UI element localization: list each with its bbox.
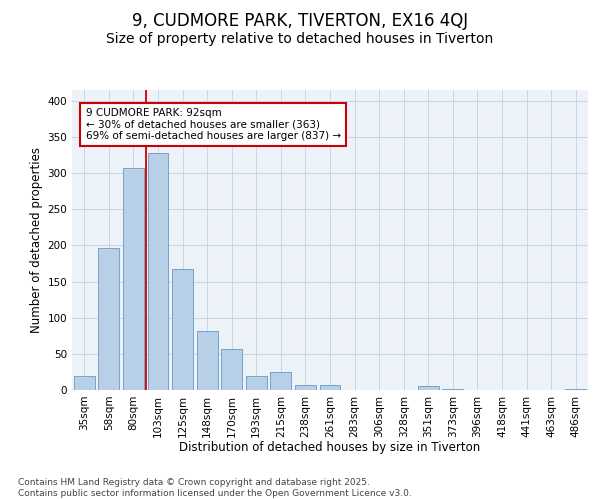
Bar (98, 248, 119, 390)
Y-axis label: Number of detached properties: Number of detached properties (30, 147, 43, 333)
Bar (320, 385, 340, 390)
Bar (197, 330, 218, 390)
Bar (221, 349, 242, 390)
Text: Size of property relative to detached houses in Tiverton: Size of property relative to detached ho… (106, 32, 494, 46)
Bar (442, 388, 463, 390)
Bar (74, 376, 95, 390)
Bar (418, 386, 439, 390)
Text: Contains HM Land Registry data © Crown copyright and database right 2025.
Contai: Contains HM Land Registry data © Crown c… (18, 478, 412, 498)
Bar (246, 376, 267, 390)
X-axis label: Distribution of detached houses by size in Tiverton: Distribution of detached houses by size … (179, 441, 481, 454)
Bar (295, 385, 316, 390)
Bar (123, 168, 144, 390)
Bar (565, 388, 586, 390)
Text: 9 CUDMORE PARK: 92sqm
← 30% of detached houses are smaller (363)
69% of semi-det: 9 CUDMORE PARK: 92sqm ← 30% of detached … (86, 108, 341, 142)
Bar (271, 372, 292, 390)
Bar (172, 270, 193, 390)
Text: 9, CUDMORE PARK, TIVERTON, EX16 4QJ: 9, CUDMORE PARK, TIVERTON, EX16 4QJ (132, 12, 468, 30)
Bar (148, 153, 169, 390)
